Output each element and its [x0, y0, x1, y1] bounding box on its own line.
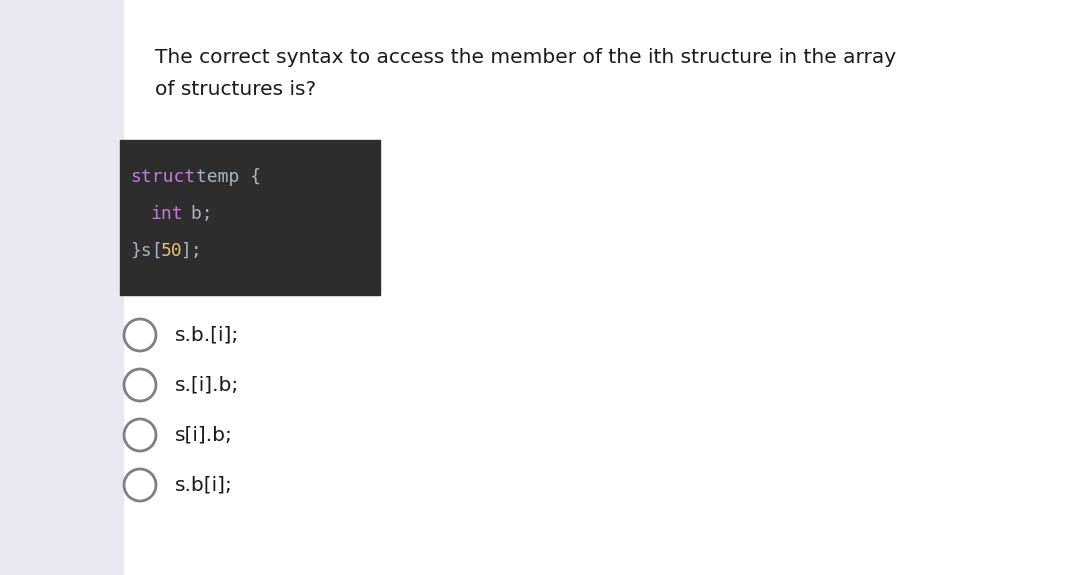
Text: }s[: }s[ — [130, 242, 163, 260]
Text: s[i].b;: s[i].b; — [175, 426, 233, 444]
Text: temp {: temp { — [185, 168, 261, 186]
FancyBboxPatch shape — [120, 140, 380, 295]
Text: s.[i].b;: s.[i].b; — [175, 375, 240, 394]
Text: The correct syntax to access the member of the ith structure in the array: The correct syntax to access the member … — [156, 48, 896, 67]
Text: s.b[i];: s.b[i]; — [175, 476, 233, 494]
Text: 50: 50 — [161, 242, 183, 260]
Text: ];: ]; — [181, 242, 203, 260]
FancyBboxPatch shape — [0, 0, 124, 575]
Text: of structures is?: of structures is? — [156, 80, 316, 99]
Text: int: int — [150, 205, 183, 223]
Text: struct: struct — [130, 168, 195, 186]
Text: s.b.[i];: s.b.[i]; — [175, 325, 240, 344]
Text: b;: b; — [180, 205, 213, 223]
